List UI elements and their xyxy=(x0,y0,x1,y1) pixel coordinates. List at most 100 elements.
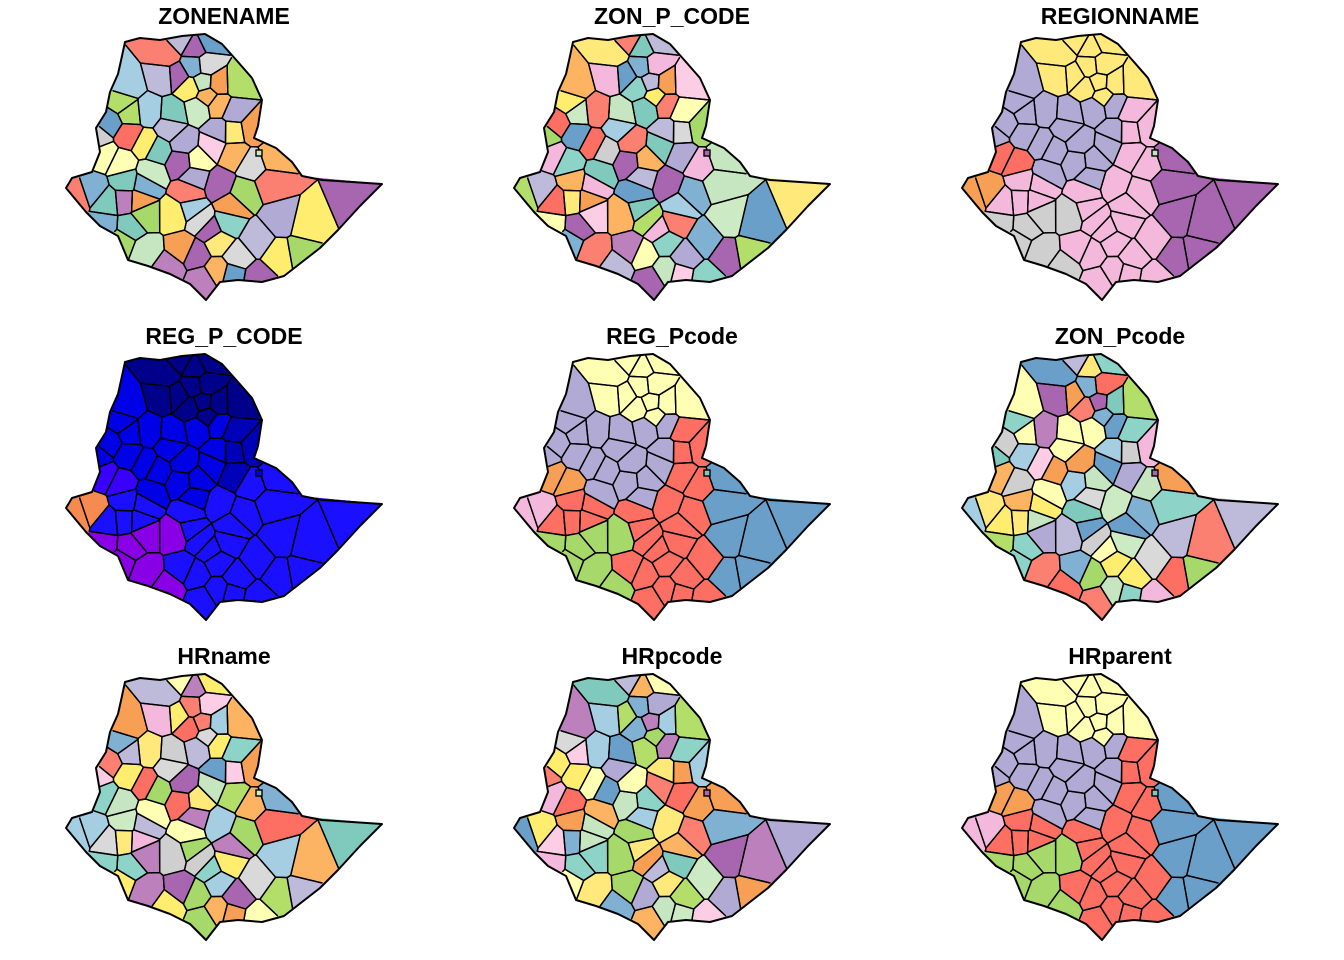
zone-boundary xyxy=(133,189,161,200)
zone-boundary xyxy=(125,364,142,384)
zone-boundary xyxy=(631,541,636,551)
zone-fill xyxy=(1085,585,1103,621)
zone-boundary xyxy=(562,189,567,217)
zone-boundary xyxy=(612,192,629,204)
zone-boundary xyxy=(213,534,223,552)
zone-boundary xyxy=(994,125,1011,139)
zone-boundary xyxy=(1008,90,1035,100)
zone-boundary xyxy=(661,534,671,552)
zone-boundary xyxy=(259,578,279,597)
zone-boundary xyxy=(640,76,648,92)
map-panel-regionname: REGIONNAME xyxy=(896,0,1344,320)
zone-boundary xyxy=(1058,549,1082,557)
zone-boundary xyxy=(1105,87,1115,95)
zone-boundary xyxy=(1048,117,1058,129)
zone-boundary xyxy=(1047,248,1061,267)
zone-boundary xyxy=(677,511,704,537)
zone-boundary xyxy=(554,175,558,186)
zone-boundary xyxy=(609,413,621,418)
zone-boundary xyxy=(653,196,661,204)
zone-boundary xyxy=(162,234,165,251)
zone-boundary xyxy=(130,126,145,152)
zone-boundary xyxy=(1040,158,1062,166)
zone-boundary xyxy=(205,516,213,524)
zone-boundary xyxy=(161,93,173,98)
zone-boundary xyxy=(1149,488,1163,502)
zone-boundary xyxy=(569,442,590,446)
zone-boundary xyxy=(624,178,654,191)
zone-boundary xyxy=(135,159,140,170)
zone-boundary xyxy=(156,134,171,143)
zone-boundary xyxy=(1002,168,1033,178)
zone-boundary xyxy=(1139,461,1148,468)
zone-boundary xyxy=(290,193,301,237)
zone-boundary xyxy=(98,445,115,459)
zone-boundary xyxy=(1012,534,1015,550)
zone-boundary xyxy=(205,371,231,376)
zone-boundary xyxy=(1067,413,1081,423)
zone-boundary xyxy=(1029,189,1057,200)
zone-boundary xyxy=(578,510,582,533)
zone-boundary xyxy=(1103,413,1115,428)
zone-boundary xyxy=(169,498,179,502)
zone-boundary xyxy=(526,177,539,209)
zone-boundary xyxy=(1106,202,1112,212)
map-panel-reg-p-code: REG_P_CODE xyxy=(0,320,448,640)
zone-boundary xyxy=(664,483,684,494)
zone-boundary xyxy=(176,486,191,501)
zone-boundary xyxy=(1000,173,1004,178)
zone-boundary xyxy=(144,478,166,486)
zone-boundary xyxy=(210,202,216,212)
zone-boundary xyxy=(1099,509,1104,519)
zone-boundary xyxy=(1088,396,1096,412)
zone-boundary xyxy=(187,443,200,450)
zone-boundary xyxy=(198,407,212,412)
zone-boundary xyxy=(1153,142,1160,148)
zone-boundary xyxy=(1031,159,1036,170)
zone-boundary xyxy=(164,188,168,195)
zone-boundary xyxy=(1012,214,1015,230)
zone-boundary xyxy=(637,166,659,172)
zone-boundary xyxy=(1033,418,1038,446)
zone-boundary xyxy=(1059,248,1081,265)
zone-boundary xyxy=(1060,188,1064,195)
zone-boundary xyxy=(578,190,582,213)
zone-boundary xyxy=(646,450,675,464)
zone-boundary xyxy=(985,184,1006,209)
zone-boundary xyxy=(583,488,586,494)
zone-boundary xyxy=(657,163,666,172)
zone-boundary xyxy=(616,385,621,415)
zone-boundary xyxy=(1099,170,1107,191)
zone-boundary xyxy=(1083,144,1095,155)
zone-boundary xyxy=(1101,51,1127,56)
zone-boundary xyxy=(600,437,610,449)
zones-layer xyxy=(65,353,383,621)
zone-boundary xyxy=(203,490,211,511)
zone-boundary xyxy=(136,172,168,191)
zone-boundary xyxy=(116,433,124,445)
zone-boundary xyxy=(765,178,787,229)
panel-title: ZON_P_CODE xyxy=(594,3,750,29)
zone-boundary xyxy=(1026,510,1030,533)
zone-boundary xyxy=(546,125,563,139)
zone-boundary xyxy=(1091,416,1105,428)
zone-boundary xyxy=(152,437,162,449)
zone-boundary xyxy=(651,550,671,564)
zone-boundary xyxy=(1112,483,1132,494)
zone-boundary xyxy=(1186,193,1197,237)
zone-boundary xyxy=(1078,556,1093,585)
zone-boundary xyxy=(584,492,616,511)
zone-boundary xyxy=(1017,122,1038,126)
zone-boundary xyxy=(1042,409,1059,418)
zone-boundary xyxy=(1131,175,1152,182)
zone-boundary xyxy=(1010,189,1015,217)
zone-boundary xyxy=(626,375,631,382)
zone-boundary xyxy=(1026,149,1036,161)
zone-boundary xyxy=(99,460,115,468)
zone-boundary xyxy=(1094,56,1098,74)
zone-boundary xyxy=(1072,166,1087,181)
zone-boundary xyxy=(1000,146,1016,176)
zone-boundary xyxy=(229,495,238,514)
zone-boundary xyxy=(221,255,229,265)
zone-boundary xyxy=(1004,184,1013,192)
